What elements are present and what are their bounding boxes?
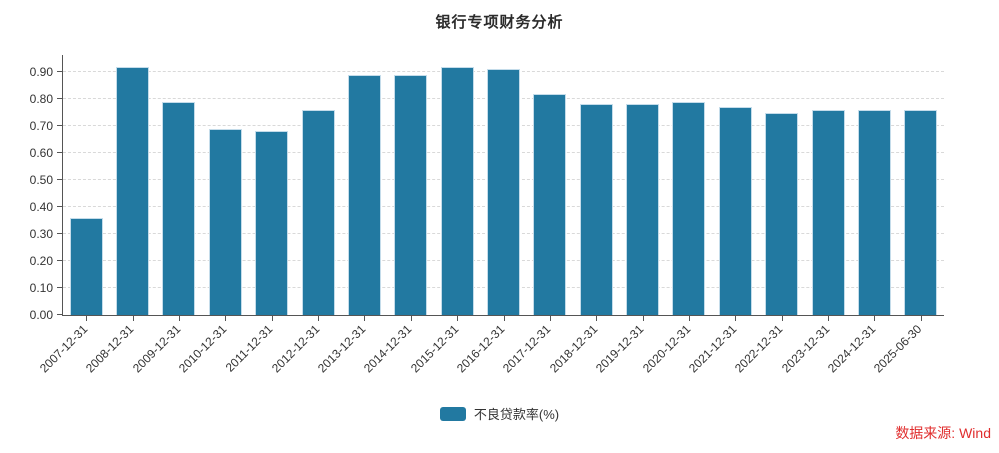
x-axis-tick xyxy=(132,315,134,321)
x-axis-tick-label: 2019-12-31 xyxy=(593,322,647,376)
x-axis-tick xyxy=(457,315,459,321)
x-axis-tick-label: 2007-12-31 xyxy=(36,322,91,376)
x-axis-tick-label: 2017-12-31 xyxy=(500,322,554,376)
bar-2021-12-31[interactable] xyxy=(718,107,752,315)
axis-layer: 0.00 0.10 0.20 0.30 0.40 0.50 0.60 0.70 0.80 0.90… xyxy=(30,55,944,375)
x-axis-tick-label: 2015-12-31 xyxy=(407,322,462,376)
bar-2014-12-31[interactable] xyxy=(394,74,428,315)
bar-2017-12-31[interactable] xyxy=(533,93,567,315)
bar-2020-12-31[interactable] xyxy=(672,101,706,315)
x-axis-tick xyxy=(781,315,783,321)
y-axis-tick xyxy=(57,260,63,261)
bar-2011-12-31[interactable] xyxy=(255,131,289,315)
x-axis-tick-label: 2018-12-31 xyxy=(546,322,601,376)
x-axis-tick-label: 2013-12-31 xyxy=(314,322,369,376)
x-axis-tick xyxy=(410,315,412,321)
x-axis-tick xyxy=(503,315,505,321)
bar-2008-12-31[interactable] xyxy=(116,66,150,315)
y-axis-tick-label: 0.90 xyxy=(29,65,53,79)
bar-2015-12-31[interactable] xyxy=(440,66,474,315)
y-axis-tick-label: 0.40 xyxy=(29,200,53,214)
x-axis-tick-label: 2010-12-31 xyxy=(175,322,230,376)
bar-2018-12-31[interactable] xyxy=(579,104,613,315)
y-axis-tick-label: 0.80 xyxy=(29,92,53,106)
x-axis-tick-label: 2023-12-31 xyxy=(778,322,832,376)
x-axis-tick xyxy=(86,315,88,321)
y-axis-tick-label: 0.20 xyxy=(29,254,53,268)
bar-2016-12-31[interactable] xyxy=(487,69,520,315)
x-axis-tick-label: 2022-12-31 xyxy=(732,322,786,376)
bar-2024-12-31[interactable] xyxy=(857,109,891,315)
data-source-note: 数据来源: Wind xyxy=(895,425,991,441)
x-axis-tick xyxy=(178,315,180,321)
y-axis-tick-label: 0.00 xyxy=(29,308,53,322)
x-axis-tick xyxy=(828,315,830,321)
x-axis-tick xyxy=(920,315,922,321)
bar-2025-06-30[interactable] xyxy=(904,109,938,315)
x-axis-tick xyxy=(596,315,598,321)
y-axis-tick xyxy=(57,98,63,99)
x-axis-tick-label: 2025-06-30 xyxy=(871,322,925,376)
bars-layer xyxy=(63,55,944,315)
x-axis-tick-label: 2012-12-31 xyxy=(268,322,322,376)
y-axis-tick-label: 0.30 xyxy=(29,227,53,241)
y-axis-tick xyxy=(57,179,63,180)
y-axis-tick xyxy=(57,287,63,288)
y-axis-tick xyxy=(57,233,63,234)
bar-2013-12-31[interactable] xyxy=(347,74,381,315)
x-axis-tick-label: 2024-12-31 xyxy=(825,322,879,376)
x-axis-tick xyxy=(549,315,551,321)
x-axis-tick-label: 2008-12-31 xyxy=(83,322,137,376)
legend-label: 不良贷款率(%) xyxy=(473,407,560,422)
x-axis-tick-label: 2020-12-31 xyxy=(639,322,693,376)
legend-item-npl-ratio[interactable]: 不良贷款率(%) xyxy=(0,404,999,423)
x-axis-tick xyxy=(225,315,227,321)
chart-title: 银行专项财务分析 xyxy=(435,14,564,31)
bar-2007-12-31[interactable] xyxy=(69,217,103,315)
x-axis-tick-label: 2009-12-31 xyxy=(129,322,183,376)
x-axis-tick xyxy=(874,315,876,321)
y-axis-tick xyxy=(57,71,63,72)
x-axis-tick xyxy=(735,315,737,321)
y-axis-tick xyxy=(57,314,63,315)
x-axis-tick xyxy=(364,315,366,321)
x-axis-tick-label: 2011-12-31 xyxy=(222,322,276,375)
bar-2009-12-31[interactable] xyxy=(162,101,196,315)
x-axis-tick-label: 2016-12-31 xyxy=(454,322,508,376)
y-axis-tick xyxy=(57,206,63,207)
bar-2019-12-31[interactable] xyxy=(626,104,660,315)
y-axis-tick-label: 0.10 xyxy=(29,281,53,295)
y-axis-tick xyxy=(57,152,63,153)
bar-2010-12-31[interactable] xyxy=(208,128,242,315)
legend-swatch-icon xyxy=(439,406,466,421)
bar-2022-12-31[interactable] xyxy=(765,112,799,315)
x-axis-tick xyxy=(271,315,273,321)
y-axis-tick-label: 0.60 xyxy=(29,146,53,160)
x-axis-tick xyxy=(318,315,320,321)
x-axis-tick xyxy=(642,315,644,321)
x-axis-tick xyxy=(688,315,690,321)
bar-2012-12-31[interactable] xyxy=(301,109,335,315)
y-axis-tick-label: 0.70 xyxy=(29,119,53,133)
x-axis-tick-label: 2021-12-31 xyxy=(685,322,740,376)
x-axis-tick-label: 2014-12-31 xyxy=(361,322,415,376)
y-axis-tick-label: 0.50 xyxy=(29,173,53,187)
plot-area: 0.00 0.10 0.20 0.30 0.40 0.50 0.60 0.70 0.80 0.90… xyxy=(30,55,944,375)
y-axis-tick xyxy=(57,125,63,126)
bar-2023-12-31[interactable] xyxy=(811,109,845,315)
